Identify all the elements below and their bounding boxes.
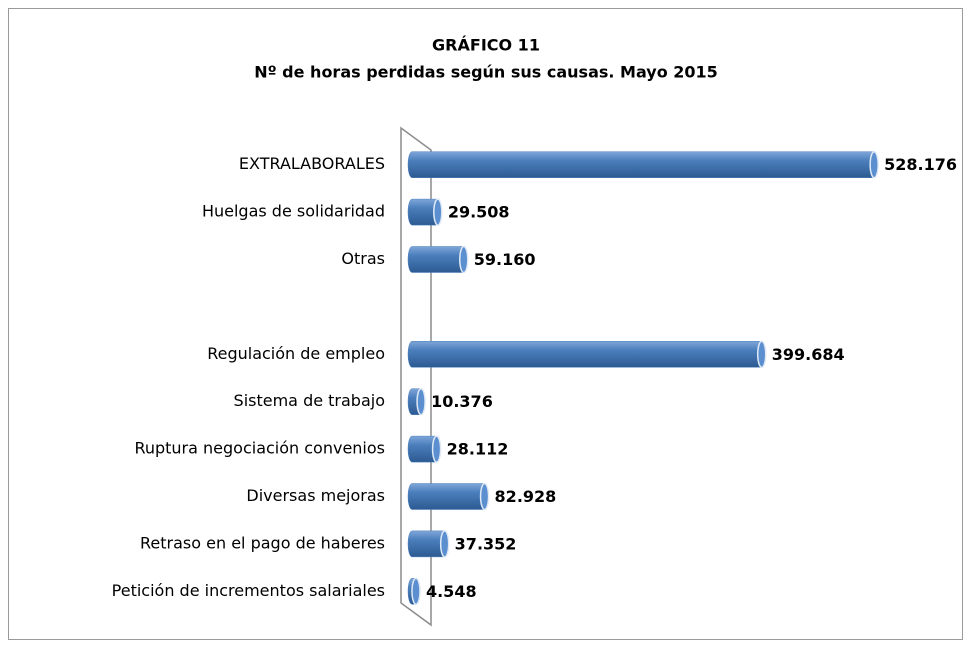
bar-cap: [433, 198, 443, 226]
bar-cap: [411, 577, 421, 606]
bar: [407, 246, 469, 273]
data-label: 37.352: [455, 534, 517, 553]
bar-cap: [869, 150, 879, 179]
data-label: 10.376: [431, 392, 493, 411]
chart-title: GRÁFICO 11: [432, 36, 540, 55]
data-label: 59.160: [474, 250, 536, 269]
data-label: 4.548: [426, 582, 477, 601]
bar-cap: [459, 245, 469, 274]
bar: [407, 483, 489, 510]
y-tick-label: Petición de incrementos salariales: [112, 581, 385, 600]
bar-cap: [416, 387, 426, 416]
data-label: 82.928: [495, 487, 557, 506]
bar-cap: [756, 340, 767, 369]
y-tick-label: Sistema de trabajo: [234, 391, 385, 410]
data-label: 28.112: [447, 440, 509, 459]
y-tick-label: Otras: [341, 249, 385, 268]
bar-cap: [431, 435, 442, 463]
chart-frame: [8, 8, 963, 640]
bar: [407, 341, 766, 368]
data-label: 29.508: [448, 203, 510, 222]
y-tick-label: Regulación de empleo: [207, 344, 385, 363]
data-label: 399.684: [772, 345, 845, 364]
y-tick-label: EXTRALABORALES: [239, 154, 385, 173]
y-tick-label: Retraso en el pago de haberes: [140, 533, 385, 552]
bar-cap: [479, 482, 490, 511]
bar-cap: [439, 530, 450, 558]
y-tick-label: Diversas mejoras: [246, 486, 385, 505]
chart-subtitle: Nº de horas perdidas según sus causas. M…: [254, 63, 718, 82]
y-tick-label: Huelgas de solidaridad: [202, 202, 385, 221]
data-label: 528.176: [884, 155, 957, 174]
bar: [407, 151, 879, 178]
y-tick-label: Ruptura negociación convenios: [134, 439, 385, 458]
